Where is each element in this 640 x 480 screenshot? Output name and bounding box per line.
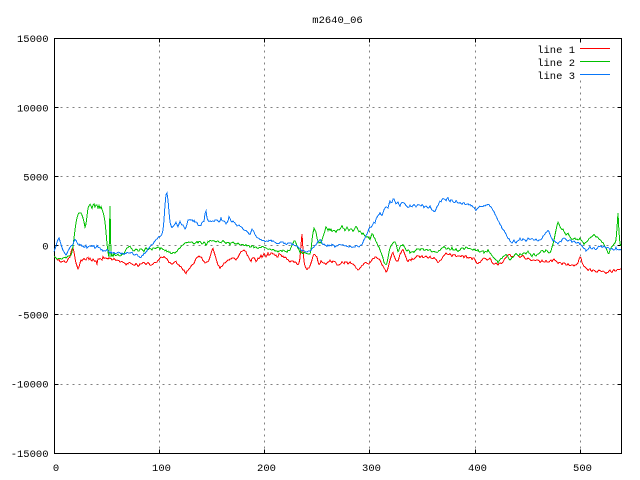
- svg-text:-15000: -15000: [11, 449, 49, 461]
- svg-text:line 2: line 2: [537, 58, 575, 70]
- svg-text:5000: 5000: [23, 173, 48, 185]
- svg-text:m2640_06: m2640_06: [312, 15, 362, 27]
- svg-text:200: 200: [257, 463, 276, 475]
- svg-text:line 1: line 1: [537, 45, 575, 57]
- svg-text:-5000: -5000: [17, 311, 49, 323]
- svg-text:0: 0: [53, 463, 59, 475]
- svg-text:-10000: -10000: [11, 380, 49, 392]
- svg-text:0: 0: [42, 242, 48, 254]
- svg-text:15000: 15000: [17, 34, 49, 46]
- svg-text:500: 500: [573, 463, 592, 475]
- svg-text:10000: 10000: [17, 104, 49, 116]
- svg-text:100: 100: [152, 463, 171, 475]
- svg-text:300: 300: [362, 463, 381, 475]
- svg-text:400: 400: [468, 463, 487, 475]
- svg-text:line 3: line 3: [537, 71, 575, 83]
